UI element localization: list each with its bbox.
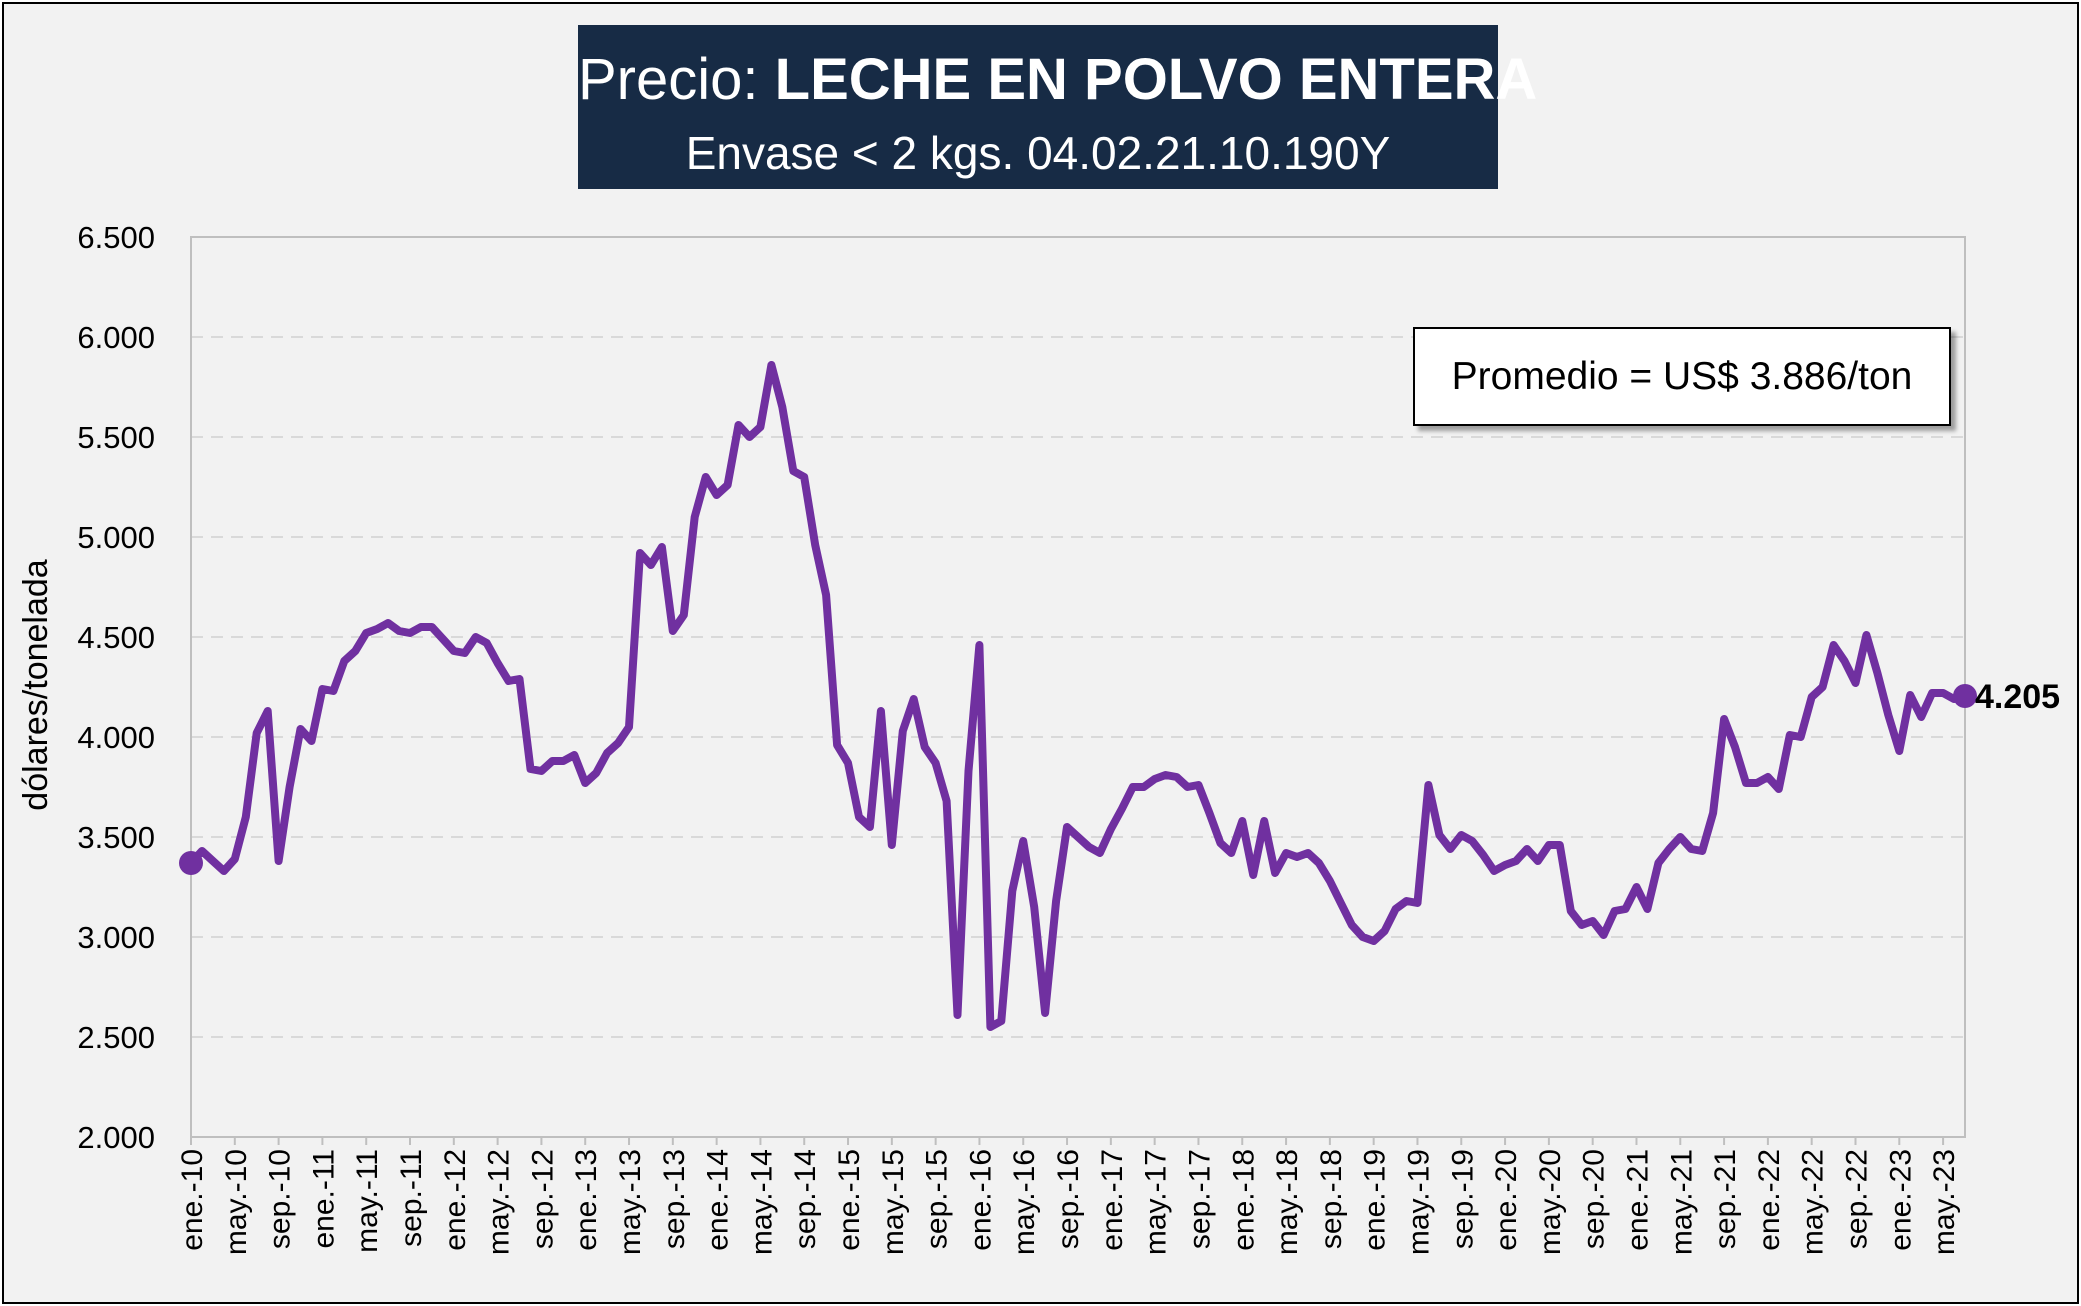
x-tick-label: may.-22 bbox=[1797, 1149, 1830, 1255]
y-axis-tick-labels: 2.000 2.500 3.000 3.500 4.000 4.500 5.000 5.500… bbox=[77, 220, 155, 1155]
x-tick-label: ene.-20 bbox=[1490, 1149, 1523, 1251]
x-tick-label: may.-19 bbox=[1402, 1149, 1435, 1255]
x-tick-label: ene.-13 bbox=[570, 1149, 603, 1251]
y-axis-label: dólares/tonelada bbox=[17, 559, 55, 811]
grid-lines bbox=[191, 336, 1965, 1038]
last-value-label: 4.205 bbox=[1975, 678, 2060, 716]
x-tick-label: ene.-18 bbox=[1227, 1149, 1260, 1251]
y-tick-label: 5.500 bbox=[77, 420, 155, 455]
x-tick-label: ene.-16 bbox=[964, 1149, 997, 1251]
x-tick-label: ene.-21 bbox=[1621, 1149, 1654, 1251]
x-tick-label: may.-21 bbox=[1665, 1149, 1698, 1255]
x-tick-label: ene.-22 bbox=[1753, 1149, 1786, 1251]
chart-title: Precio: LECHE EN POLVO ENTERA bbox=[578, 45, 1537, 115]
x-tick-label: sep.-22 bbox=[1840, 1149, 1873, 1249]
x-tick-label: may.-12 bbox=[483, 1149, 516, 1255]
y-tick-label: 3.500 bbox=[77, 820, 155, 855]
x-tick-label: ene.-15 bbox=[833, 1149, 866, 1251]
x-tick-label: may.-10 bbox=[220, 1149, 253, 1255]
x-tick-label: sep.-14 bbox=[789, 1149, 822, 1249]
x-tick-label: may.-15 bbox=[877, 1149, 910, 1255]
x-tick-label: sep.-21 bbox=[1709, 1149, 1742, 1249]
y-tick-label: 4.000 bbox=[77, 720, 155, 755]
x-tick-label: ene.-23 bbox=[1884, 1149, 1917, 1251]
x-tick-label: sep.-12 bbox=[526, 1149, 559, 1249]
x-tick-label: ene.-12 bbox=[439, 1149, 472, 1251]
x-tick-label: may.-23 bbox=[1928, 1149, 1961, 1255]
title-product: LECHE EN POLVO ENTERA bbox=[774, 47, 1538, 112]
y-tick-label: 6.500 bbox=[77, 220, 155, 255]
y-tick-label: 2.000 bbox=[77, 1120, 155, 1155]
title-box: Precio: LECHE EN POLVO ENTERA Envase < 2… bbox=[578, 25, 1537, 189]
x-tick-label: may.-14 bbox=[745, 1149, 778, 1255]
x-tick-label: sep.-15 bbox=[921, 1149, 954, 1249]
x-tick-label: sep.-18 bbox=[1315, 1149, 1348, 1249]
y-tick-label: 5.000 bbox=[77, 520, 155, 555]
x-tick-label: ene.-11 bbox=[307, 1149, 340, 1249]
x-axis-tick-labels: ene.-10 may.-10 sep.-10 ene.-11 may.-11 sep.-… bbox=[176, 1137, 1961, 1255]
x-tick-label: sep.-13 bbox=[658, 1149, 691, 1249]
x-tick-label: sep.-17 bbox=[1183, 1149, 1216, 1249]
y-tick-label: 4.500 bbox=[77, 620, 155, 655]
y-tick-label: 3.000 bbox=[77, 920, 155, 955]
average-annotation: Promedio = US$ 3.886/ton bbox=[1413, 327, 1951, 426]
series-line bbox=[187, 361, 1969, 1031]
title-prefix: Precio: bbox=[578, 47, 759, 112]
y-tick-label: 2.500 bbox=[77, 1020, 155, 1055]
x-tick-label: may.-18 bbox=[1271, 1149, 1304, 1255]
x-tick-label: may.-11 bbox=[351, 1149, 384, 1253]
series-start-marker bbox=[179, 851, 203, 875]
x-tick-label: sep.-20 bbox=[1578, 1149, 1611, 1249]
x-tick-label: may.-13 bbox=[614, 1149, 647, 1255]
x-tick-label: ene.-19 bbox=[1359, 1149, 1392, 1251]
x-tick-label: may.-16 bbox=[1008, 1149, 1041, 1255]
x-tick-label: ene.-17 bbox=[1096, 1149, 1129, 1251]
x-tick-label: sep.-19 bbox=[1446, 1149, 1479, 1249]
x-tick-label: sep.-16 bbox=[1052, 1149, 1085, 1249]
x-tick-label: ene.-10 bbox=[176, 1149, 209, 1251]
x-tick-label: may.-17 bbox=[1140, 1149, 1173, 1255]
x-tick-label: sep.-10 bbox=[264, 1149, 297, 1249]
chart-subtitle: Envase < 2 kgs. 04.02.21.10.190Y bbox=[685, 127, 1391, 179]
series-end-marker bbox=[1953, 684, 1977, 708]
x-tick-label: sep.-11 bbox=[395, 1149, 428, 1247]
y-tick-label: 6.000 bbox=[77, 320, 155, 355]
x-tick-label: may.-20 bbox=[1534, 1149, 1567, 1255]
x-tick-label: ene.-14 bbox=[702, 1149, 735, 1251]
